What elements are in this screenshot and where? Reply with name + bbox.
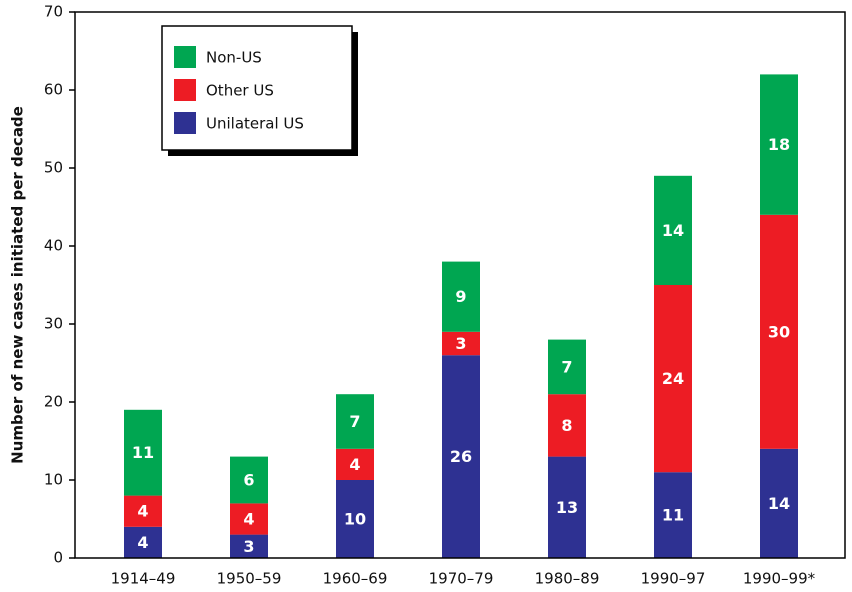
bar-segment: [548, 394, 586, 457]
x-tick-label: 1950–59: [217, 570, 282, 588]
value-label: 11: [132, 443, 154, 462]
y-tick-label: 60: [44, 81, 63, 99]
value-label: 9: [455, 287, 466, 306]
bar-segment: [336, 394, 374, 449]
value-label: 10: [344, 510, 366, 529]
bar-segment: [654, 285, 692, 473]
legend-label: Other US: [206, 82, 274, 100]
y-tick-label: 10: [44, 471, 63, 489]
bar-segment: [442, 355, 480, 558]
y-tick-label: 20: [44, 393, 63, 411]
value-label: 18: [768, 135, 790, 154]
y-tick-label: 30: [44, 315, 63, 333]
bar-segment: [654, 472, 692, 558]
bar-segment: [442, 331, 480, 356]
legend-swatch: [174, 112, 196, 134]
legend-swatch: [174, 46, 196, 68]
plot-frame: [74, 11, 846, 559]
y-axis-label: Number of new cases initiated per decade: [9, 106, 27, 464]
value-label: 4: [243, 510, 254, 529]
bar-segment: [336, 480, 374, 558]
value-label: 30: [768, 322, 790, 341]
y-tick-label: 70: [44, 3, 63, 21]
value-label: 3: [455, 334, 466, 353]
bar-segment: [336, 448, 374, 480]
x-tick-label: 1960–69: [323, 570, 388, 588]
x-tick-label: 1970–79: [429, 570, 494, 588]
value-label: 26: [450, 447, 472, 466]
x-tick-label: 1980–89: [535, 570, 600, 588]
bar-segment: [442, 261, 480, 332]
bar-segment: [548, 339, 586, 395]
value-label: 14: [768, 494, 790, 513]
bar-segment: [124, 409, 162, 496]
bar-segment: [230, 503, 268, 535]
bar-segment: [760, 214, 798, 449]
bar-segment: [124, 526, 162, 558]
bar-segment: [124, 495, 162, 527]
bar-segment: [760, 74, 798, 215]
value-label: 7: [561, 357, 572, 376]
legend-label: Unilateral US: [206, 115, 304, 133]
legend-label: Non-US: [206, 49, 262, 67]
value-label: 11: [662, 506, 684, 525]
value-label: 3: [243, 537, 254, 556]
value-label: 4: [137, 502, 148, 521]
value-label: 8: [561, 416, 572, 435]
value-label: 6: [243, 471, 254, 490]
bar-segment: [230, 534, 268, 558]
bar-segment: [760, 448, 798, 558]
value-label: 14: [662, 221, 684, 240]
value-label: 4: [137, 533, 148, 552]
y-tick-label: 40: [44, 237, 63, 255]
value-label: 13: [556, 498, 578, 517]
legend-swatch: [174, 79, 196, 101]
value-label: 7: [349, 412, 360, 431]
x-tick-label: 1990–99*: [743, 570, 816, 588]
bar-segment: [548, 456, 586, 558]
y-tick-label: 50: [44, 159, 63, 177]
value-label: 4: [349, 455, 360, 474]
x-tick-label: 1914–49: [111, 570, 176, 588]
x-tick-label: 1990–97: [641, 570, 706, 588]
value-label: 24: [662, 369, 684, 388]
y-tick-label: 0: [53, 549, 63, 567]
bar-segment: [230, 456, 268, 504]
bar-segment: [654, 175, 692, 285]
